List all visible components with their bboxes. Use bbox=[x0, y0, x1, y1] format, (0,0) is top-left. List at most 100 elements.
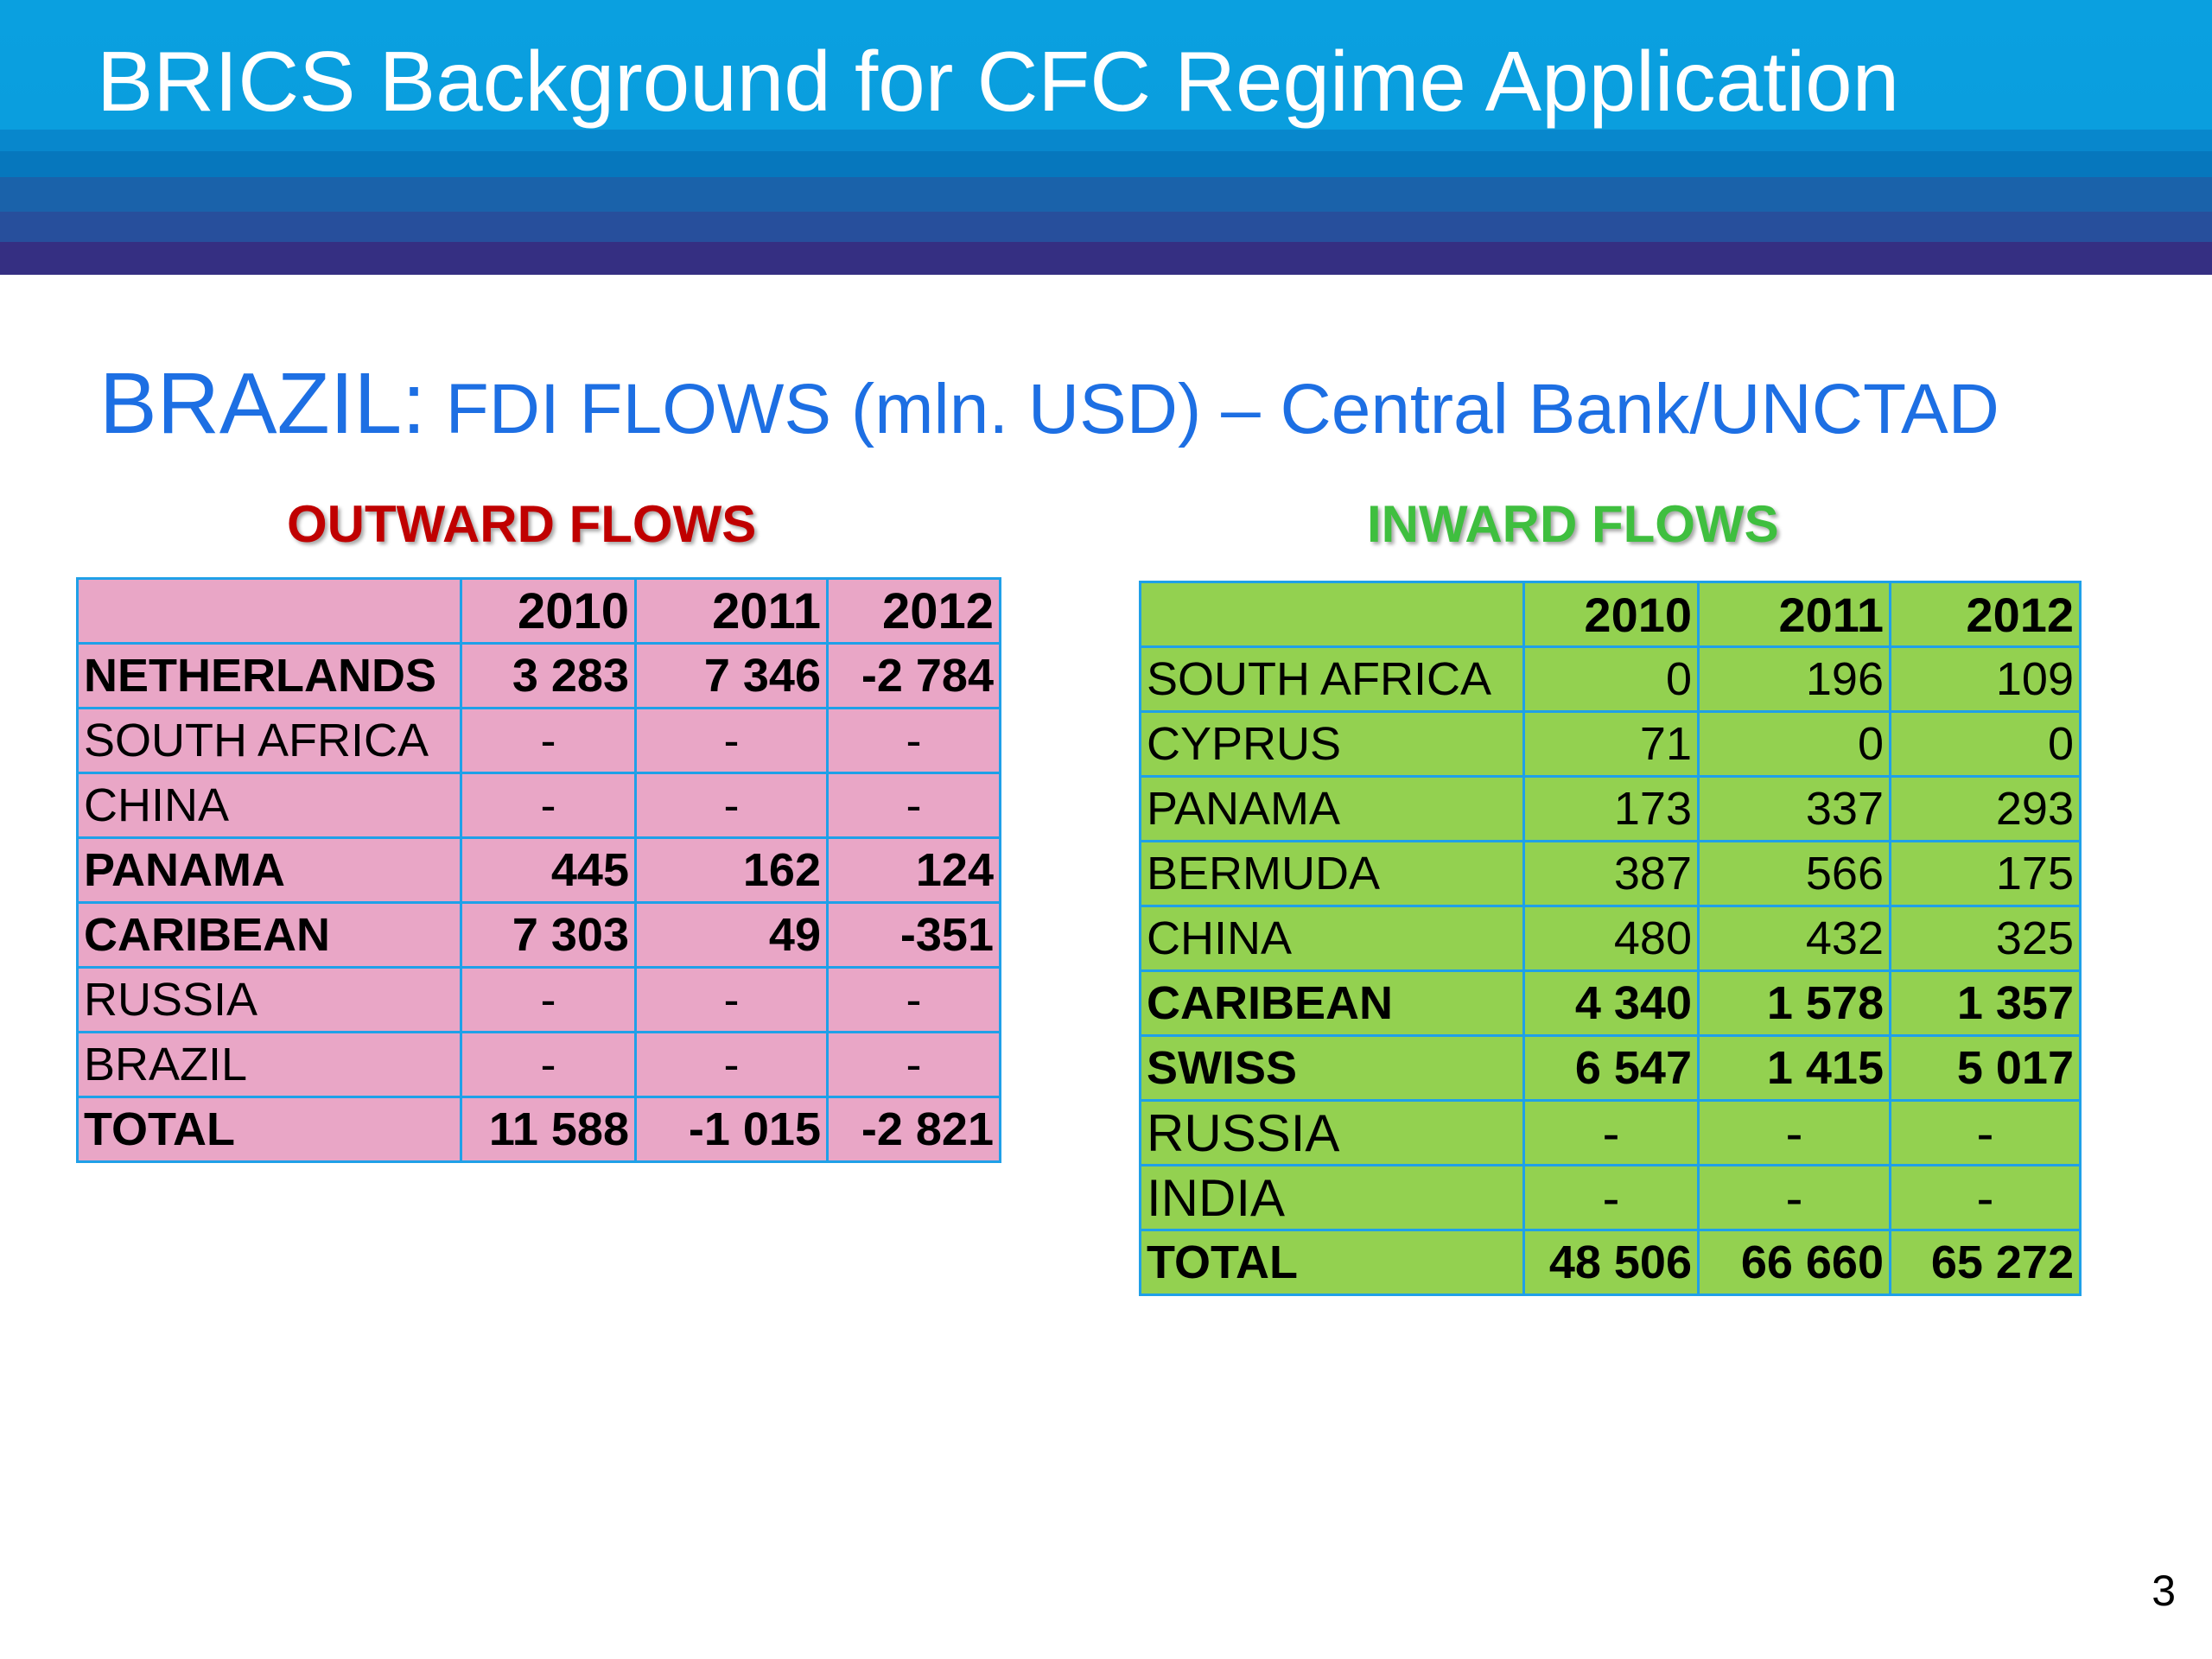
outward-flows-table: 2010 2011 2012 NETHERLANDS 3 283 7 346 -2 784 S… bbox=[76, 577, 1001, 1163]
header-corner-cell bbox=[76, 577, 462, 645]
table-row: CARIBEAN 7 303 49 -351 bbox=[76, 901, 1001, 969]
slide-subtitle: BRAZIL: FDI FLOWS (mln. USD) – Central B… bbox=[99, 354, 1999, 454]
country-cell: CARIBEAN bbox=[1139, 969, 1525, 1037]
subtitle-description: FDI FLOWS (mln. USD) – Central Bank/UNCT… bbox=[425, 370, 1999, 448]
value-cell: - bbox=[460, 966, 637, 1033]
value-cell: 5 017 bbox=[1889, 1034, 2082, 1102]
value-cell: 1 415 bbox=[1697, 1034, 1891, 1102]
table-row: PANAMA 173 337 293 bbox=[1139, 775, 2082, 842]
value-cell: - bbox=[1697, 1164, 1891, 1231]
value-cell: - bbox=[634, 772, 829, 839]
value-cell: -1 015 bbox=[634, 1096, 829, 1163]
outward-flows-heading: OUTWARD FLOWS bbox=[287, 495, 757, 553]
value-cell: 387 bbox=[1522, 840, 1700, 907]
header-corner-cell bbox=[1139, 581, 1525, 648]
value-cell: 7 346 bbox=[634, 642, 829, 709]
country-cell: TOTAL bbox=[76, 1096, 462, 1163]
country-cell: RUSSIA bbox=[76, 966, 462, 1033]
slide-title: BRICS Background for CFC Regime Applicat… bbox=[97, 34, 1900, 129]
table-row: CHINA - - - bbox=[76, 772, 1001, 839]
value-cell: - bbox=[826, 707, 1001, 774]
year-header-cell: 2010 bbox=[460, 577, 637, 645]
value-cell: - bbox=[634, 707, 829, 774]
value-cell: 162 bbox=[634, 836, 829, 904]
value-cell: 7 303 bbox=[460, 901, 637, 969]
value-cell: 337 bbox=[1697, 775, 1891, 842]
value-cell: 1 357 bbox=[1889, 969, 2082, 1037]
value-cell: 6 547 bbox=[1522, 1034, 1700, 1102]
table-row: SOUTH AFRICA 0 196 109 bbox=[1139, 645, 2082, 713]
country-cell: SOUTH AFRICA bbox=[1139, 645, 1525, 713]
table-row: BERMUDA 387 566 175 bbox=[1139, 840, 2082, 907]
country-cell: NETHERLANDS bbox=[76, 642, 462, 709]
table-row: CHINA 480 432 325 bbox=[1139, 905, 2082, 972]
value-cell: - bbox=[1522, 1099, 1700, 1166]
country-cell: INDIA bbox=[1139, 1164, 1525, 1231]
value-cell: - bbox=[1889, 1164, 2082, 1231]
value-cell: - bbox=[826, 966, 1001, 1033]
country-cell: SOUTH AFRICA bbox=[76, 707, 462, 774]
country-cell: SWISS bbox=[1139, 1034, 1525, 1102]
country-cell: CYPRUS bbox=[1139, 710, 1525, 778]
table-row: INDIA - - - bbox=[1139, 1164, 2082, 1231]
value-cell: -2 784 bbox=[826, 642, 1001, 709]
country-cell: PANAMA bbox=[76, 836, 462, 904]
value-cell: 196 bbox=[1697, 645, 1891, 713]
value-cell: - bbox=[460, 1031, 637, 1098]
value-cell: 293 bbox=[1889, 775, 2082, 842]
value-cell: 65 272 bbox=[1889, 1229, 2082, 1296]
value-cell: 66 660 bbox=[1697, 1229, 1891, 1296]
value-cell: 325 bbox=[1889, 905, 2082, 972]
table-row: CYPRUS 71 0 0 bbox=[1139, 710, 2082, 778]
value-cell: 71 bbox=[1522, 710, 1700, 778]
value-cell: 0 bbox=[1522, 645, 1700, 713]
year-header-cell: 2012 bbox=[826, 577, 1001, 645]
value-cell: 1 578 bbox=[1697, 969, 1891, 1037]
inward-flows-heading: INWARD FLOWS bbox=[1367, 495, 1779, 553]
value-cell: 124 bbox=[826, 836, 1001, 904]
table-row: CARIBEAN 4 340 1 578 1 357 bbox=[1139, 969, 2082, 1037]
value-cell: 566 bbox=[1697, 840, 1891, 907]
year-header-cell: 2011 bbox=[1697, 581, 1891, 648]
inward-flows-table: 2010 2011 2012 SOUTH AFRICA 0 196 109 CYPRUS 71 0… bbox=[1139, 581, 2082, 1296]
value-cell: 445 bbox=[460, 836, 637, 904]
year-header-cell: 2010 bbox=[1522, 581, 1700, 648]
table-header-row: 2010 2011 2012 bbox=[76, 577, 1001, 645]
value-cell: - bbox=[634, 1031, 829, 1098]
country-cell: BERMUDA bbox=[1139, 840, 1525, 907]
table-row: BRAZIL - - - bbox=[76, 1031, 1001, 1098]
value-cell: 0 bbox=[1889, 710, 2082, 778]
value-cell: - bbox=[826, 1031, 1001, 1098]
table-header-row: 2010 2011 2012 bbox=[1139, 581, 2082, 648]
table-row: RUSSIA - - - bbox=[1139, 1099, 2082, 1166]
value-cell: - bbox=[1889, 1099, 2082, 1166]
year-header-cell: 2011 bbox=[634, 577, 829, 645]
value-cell: - bbox=[1697, 1099, 1891, 1166]
table-row: NETHERLANDS 3 283 7 346 -2 784 bbox=[76, 642, 1001, 709]
value-cell: 0 bbox=[1697, 710, 1891, 778]
value-cell: - bbox=[826, 772, 1001, 839]
value-cell: 480 bbox=[1522, 905, 1700, 972]
country-cell: BRAZIL bbox=[76, 1031, 462, 1098]
value-cell: 48 506 bbox=[1522, 1229, 1700, 1296]
table-row: TOTAL 48 506 66 660 65 272 bbox=[1139, 1229, 2082, 1296]
table-row: PANAMA 445 162 124 bbox=[76, 836, 1001, 904]
subtitle-country: BRAZIL: bbox=[99, 355, 426, 452]
value-cell: - bbox=[460, 707, 637, 774]
table-row: TOTAL 11 588 -1 015 -2 821 bbox=[76, 1096, 1001, 1163]
value-cell: 175 bbox=[1889, 840, 2082, 907]
year-header-cell: 2012 bbox=[1889, 581, 2082, 648]
country-cell: CARIBEAN bbox=[76, 901, 462, 969]
table-row: SOUTH AFRICA - - - bbox=[76, 707, 1001, 774]
value-cell: -2 821 bbox=[826, 1096, 1001, 1163]
value-cell: 109 bbox=[1889, 645, 2082, 713]
table-row: RUSSIA - - - bbox=[76, 966, 1001, 1033]
value-cell: - bbox=[460, 772, 637, 839]
value-cell: 173 bbox=[1522, 775, 1700, 842]
title-banner: BRICS Background for CFC Regime Applicat… bbox=[0, 0, 2212, 275]
value-cell: 49 bbox=[634, 901, 829, 969]
table-row: SWISS 6 547 1 415 5 017 bbox=[1139, 1034, 2082, 1102]
country-cell: RUSSIA bbox=[1139, 1099, 1525, 1166]
value-cell: 3 283 bbox=[460, 642, 637, 709]
value-cell: 4 340 bbox=[1522, 969, 1700, 1037]
